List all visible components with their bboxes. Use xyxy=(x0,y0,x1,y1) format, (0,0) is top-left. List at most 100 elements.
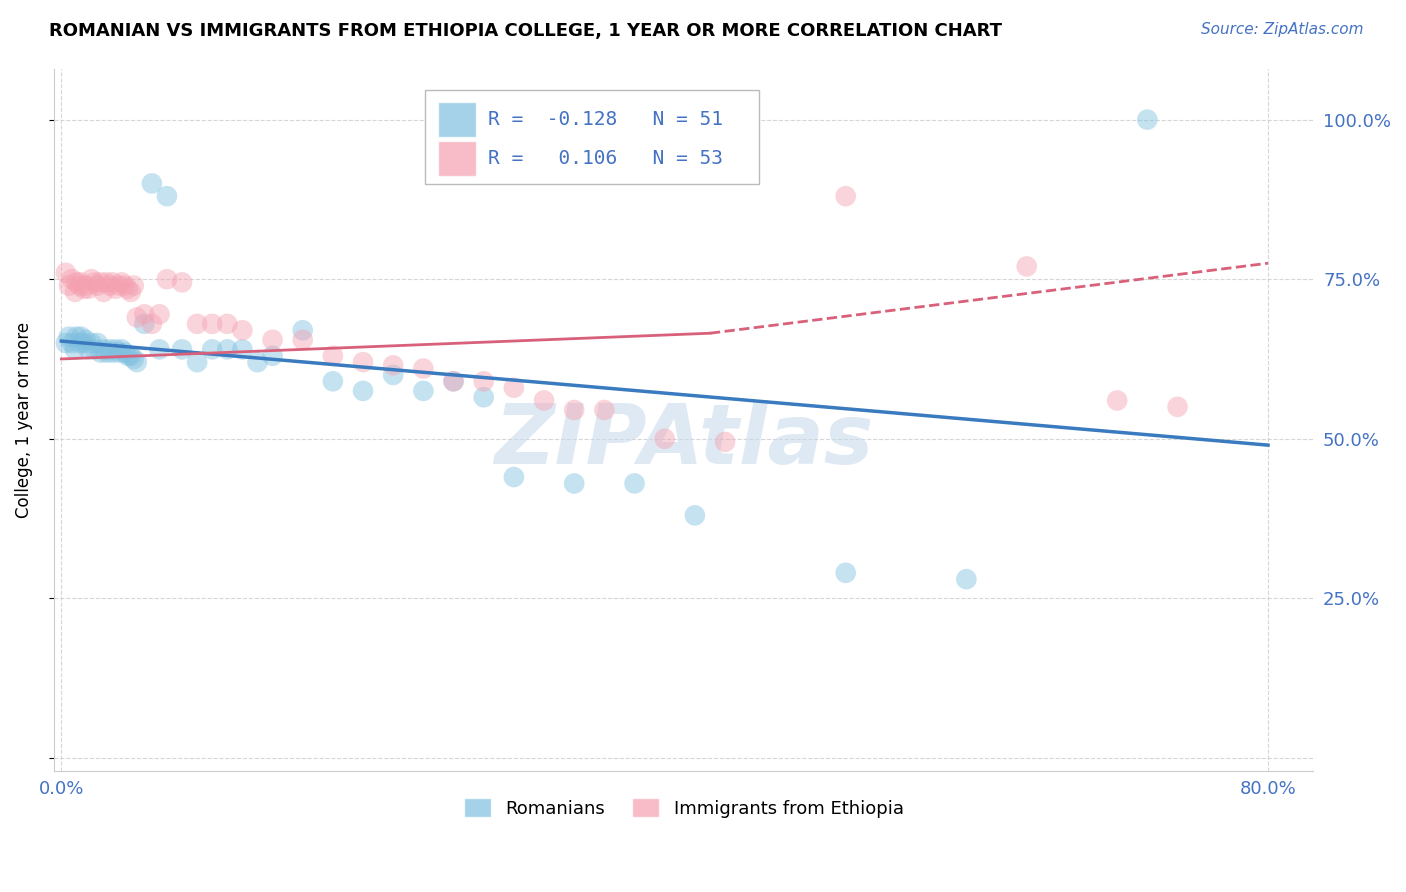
Point xyxy=(1167,400,1189,414)
Point xyxy=(623,476,645,491)
Point xyxy=(101,276,124,290)
Point xyxy=(58,278,80,293)
Point xyxy=(834,566,856,580)
Point xyxy=(593,403,616,417)
Point xyxy=(134,307,156,321)
Point xyxy=(683,508,706,523)
Text: ZIPAtlas: ZIPAtlas xyxy=(494,401,873,481)
Point xyxy=(70,329,93,343)
Point xyxy=(111,343,134,357)
Point xyxy=(98,278,121,293)
Point xyxy=(70,276,93,290)
Point xyxy=(65,329,87,343)
Point xyxy=(107,278,129,293)
Text: R =   0.106   N = 53: R = 0.106 N = 53 xyxy=(488,149,723,168)
Bar xyxy=(437,141,475,176)
FancyBboxPatch shape xyxy=(426,89,759,185)
Point xyxy=(170,343,193,357)
Point xyxy=(86,336,108,351)
Point xyxy=(117,282,139,296)
Point xyxy=(382,368,405,382)
Point xyxy=(1015,260,1038,274)
Point xyxy=(352,384,374,398)
Point xyxy=(472,390,495,404)
Point xyxy=(382,359,405,373)
Point xyxy=(125,310,148,325)
Point xyxy=(231,343,253,357)
Point xyxy=(73,282,96,296)
Point xyxy=(86,278,108,293)
Point xyxy=(65,276,87,290)
Point xyxy=(148,307,170,321)
Point xyxy=(291,333,314,347)
Point xyxy=(1107,393,1129,408)
Point xyxy=(101,345,124,359)
Point xyxy=(73,336,96,351)
Point xyxy=(291,323,314,337)
Point xyxy=(156,272,179,286)
Point xyxy=(63,343,86,357)
Point xyxy=(562,476,585,491)
Point xyxy=(60,336,83,351)
Point xyxy=(412,384,434,398)
Point xyxy=(107,345,129,359)
Point xyxy=(217,343,239,357)
Point xyxy=(201,317,224,331)
Point xyxy=(104,282,127,296)
Point xyxy=(83,343,105,357)
Point xyxy=(502,470,524,484)
Point xyxy=(58,329,80,343)
Text: Source: ZipAtlas.com: Source: ZipAtlas.com xyxy=(1201,22,1364,37)
Point xyxy=(60,272,83,286)
Point xyxy=(217,317,239,331)
Point xyxy=(125,355,148,369)
Point xyxy=(69,278,91,293)
Point xyxy=(75,333,97,347)
Point xyxy=(834,189,856,203)
Point xyxy=(69,336,91,351)
Point xyxy=(231,323,253,337)
Point xyxy=(75,278,97,293)
Point xyxy=(93,343,115,357)
Point xyxy=(186,317,208,331)
Point xyxy=(170,276,193,290)
Point xyxy=(98,343,121,357)
Point xyxy=(201,343,224,357)
Point xyxy=(55,336,77,351)
Point xyxy=(262,349,284,363)
Point xyxy=(96,276,118,290)
Point xyxy=(714,434,737,449)
Point xyxy=(1136,112,1159,127)
Point xyxy=(117,349,139,363)
Point xyxy=(533,393,555,408)
Point xyxy=(502,381,524,395)
Point xyxy=(134,317,156,331)
Point xyxy=(443,374,465,388)
Point xyxy=(55,266,77,280)
Point xyxy=(90,345,112,359)
Point xyxy=(122,278,145,293)
Point xyxy=(77,343,100,357)
Point xyxy=(955,572,977,586)
Point xyxy=(120,349,142,363)
Point xyxy=(63,285,86,299)
Point xyxy=(90,276,112,290)
Point xyxy=(148,343,170,357)
Point xyxy=(322,349,344,363)
Point xyxy=(83,276,105,290)
Legend: Romanians, Immigrants from Ethiopia: Romanians, Immigrants from Ethiopia xyxy=(457,791,911,825)
Point xyxy=(472,374,495,388)
Point xyxy=(443,374,465,388)
Point xyxy=(141,177,163,191)
Point xyxy=(186,355,208,369)
Point xyxy=(412,361,434,376)
Point xyxy=(104,343,127,357)
Point xyxy=(80,336,103,351)
Y-axis label: College, 1 year or more: College, 1 year or more xyxy=(15,321,32,517)
Point xyxy=(120,285,142,299)
Bar xyxy=(437,102,475,136)
Point xyxy=(322,374,344,388)
Point xyxy=(114,345,136,359)
Point xyxy=(246,355,269,369)
Point xyxy=(80,272,103,286)
